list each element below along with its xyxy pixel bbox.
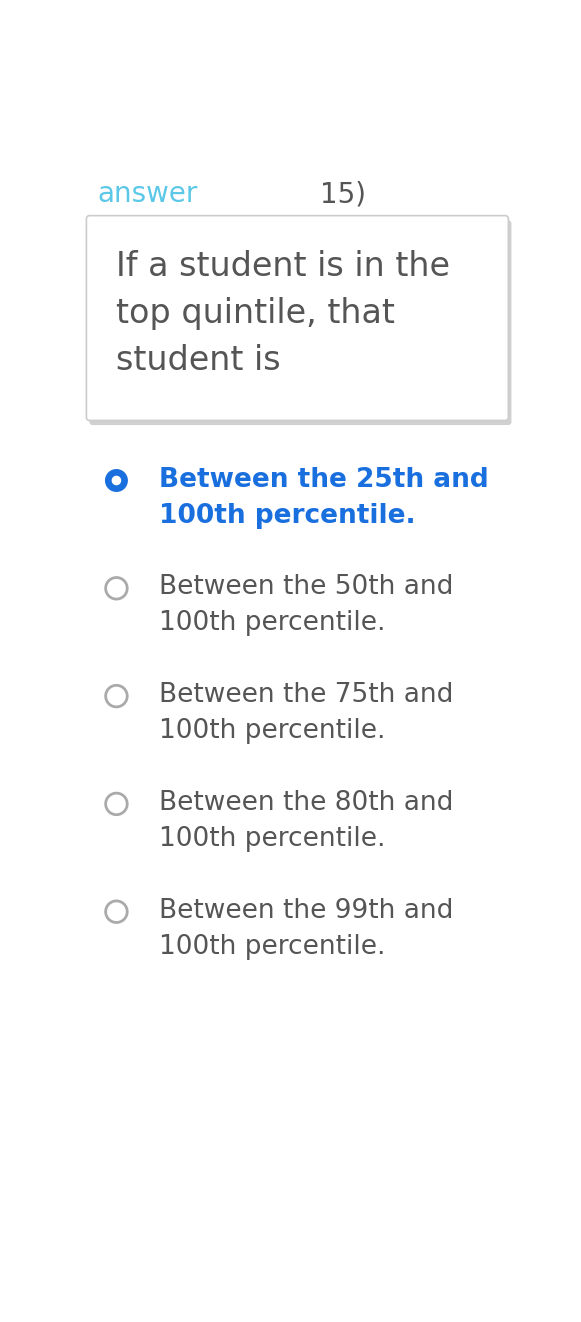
Text: Between the 75th and
100th percentile.: Between the 75th and 100th percentile.	[159, 682, 453, 744]
Circle shape	[106, 793, 127, 814]
Text: Between the 50th and
100th percentile.: Between the 50th and 100th percentile.	[159, 575, 453, 636]
Text: Between the 99th and
100th percentile.: Between the 99th and 100th percentile.	[159, 898, 453, 960]
FancyBboxPatch shape	[89, 221, 511, 426]
Circle shape	[106, 900, 127, 923]
Text: Between the 80th and
100th percentile.: Between the 80th and 100th percentile.	[159, 791, 453, 853]
Circle shape	[106, 578, 127, 599]
Text: 15): 15)	[321, 180, 367, 208]
Circle shape	[106, 685, 127, 707]
Text: answer: answer	[97, 180, 198, 208]
Circle shape	[106, 469, 127, 492]
Text: Between the 25th and
100th percentile.: Between the 25th and 100th percentile.	[159, 467, 489, 529]
FancyBboxPatch shape	[87, 215, 508, 420]
Text: If a student is in the
top quintile, that
student is: If a student is in the top quintile, tha…	[116, 250, 450, 377]
Circle shape	[112, 476, 120, 485]
